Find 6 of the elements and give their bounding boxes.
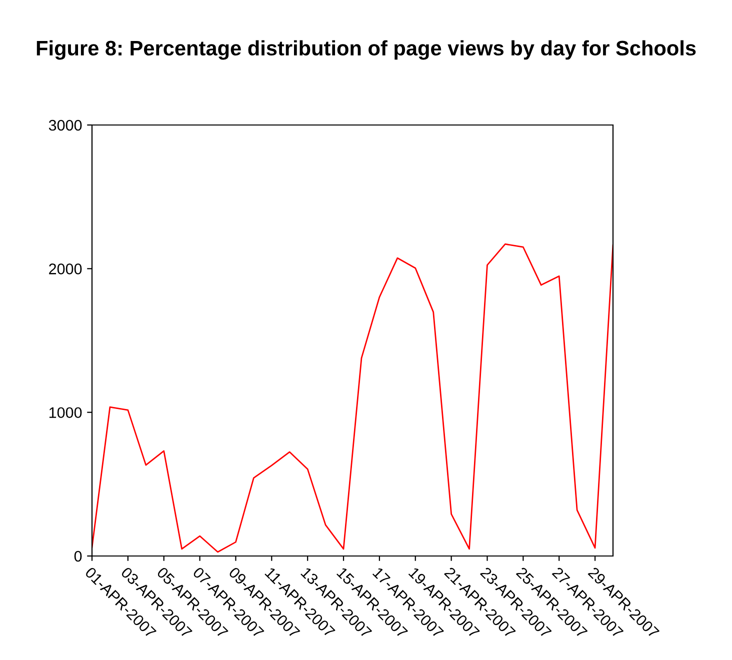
y-tick-label: 1000 <box>49 407 82 418</box>
chart-title: Figure 8: Percentage distribution of page views by day for Schools <box>36 40 696 60</box>
y-tick-label: 0 <box>74 550 82 562</box>
y-tick-label: 2000 <box>49 264 82 274</box>
line-series <box>92 243 613 553</box>
y-tick-label: 3000 <box>48 120 82 131</box>
